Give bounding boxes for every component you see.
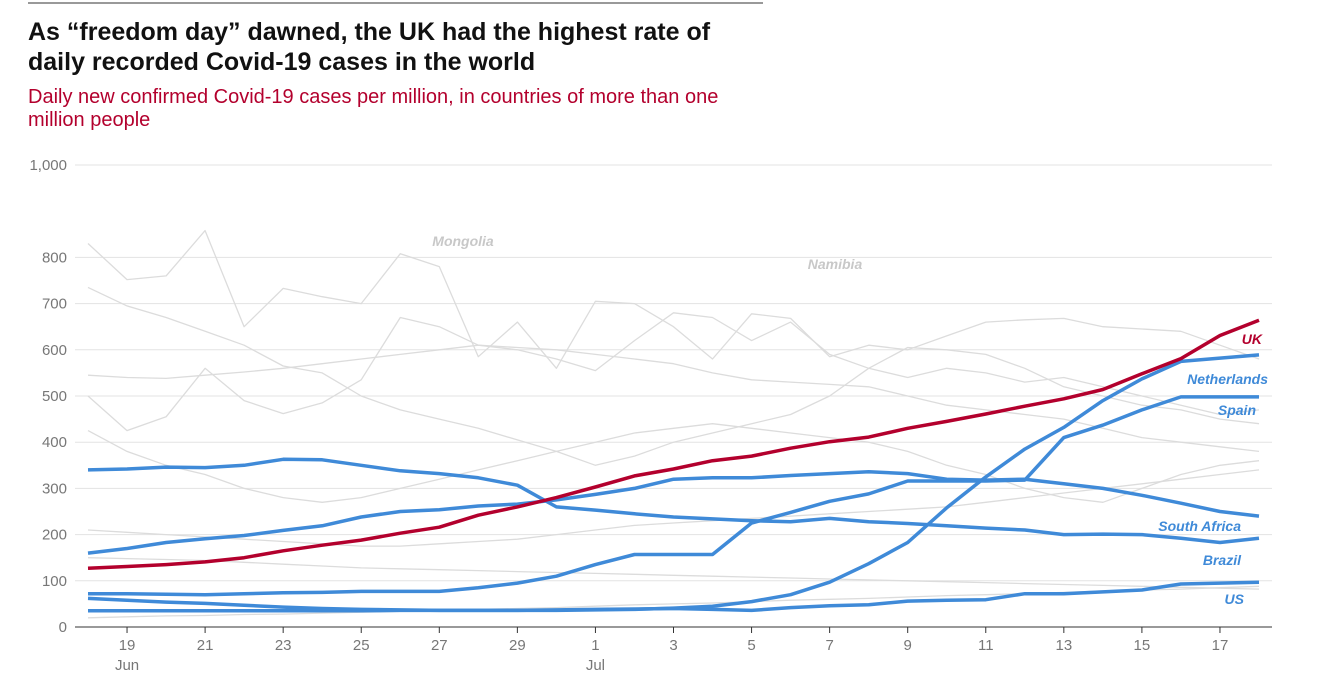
series-line <box>87 344 1260 453</box>
x-tick-label: 1 <box>591 637 599 654</box>
x-tick-label: 19 <box>119 637 136 654</box>
x-tick-label: 9 <box>904 637 912 654</box>
x-tick-label: 3 <box>669 637 677 654</box>
series-line <box>87 312 1260 432</box>
x-tick-label: 17 <box>1212 637 1229 654</box>
series-line <box>87 318 1260 571</box>
x-tick-label: 27 <box>431 637 448 654</box>
month-label: Jul <box>586 657 605 674</box>
x-tick-label: 7 <box>825 637 833 654</box>
series-label: Netherlands <box>1187 371 1268 387</box>
y-tick-label: 800 <box>42 249 67 266</box>
x-tick-label: 25 <box>353 637 370 654</box>
series-line <box>87 457 1260 545</box>
x-tick-label: 15 <box>1134 637 1151 654</box>
series-line <box>87 423 1260 503</box>
y-tick-label: 1,000 <box>29 157 67 174</box>
chart-subtitle-line: million people <box>28 109 150 131</box>
series-line <box>87 469 1260 547</box>
chart-subtitle: Daily new confirmed Covid-19 cases per m… <box>28 86 718 131</box>
series-label: US <box>1225 591 1245 607</box>
series-label: South Africa <box>1158 518 1241 534</box>
x-tick-label: 11 <box>978 637 994 654</box>
series-line <box>87 557 1260 590</box>
x-tick-label: 29 <box>509 637 526 654</box>
chart-title-line: daily recorded Covid-19 cases in the wor… <box>28 48 535 76</box>
month-label: Jun <box>115 657 139 674</box>
y-tick-label: 100 <box>42 573 67 590</box>
series-label: Spain <box>1218 402 1256 418</box>
y-tick-label: 500 <box>42 388 67 405</box>
series-label: Mongolia <box>432 233 494 249</box>
series-label: Namibia <box>808 256 863 272</box>
series-line <box>87 585 1260 619</box>
x-tick-label: 5 <box>747 637 755 654</box>
series-line <box>87 286 1260 466</box>
series-label: Brazil <box>1203 552 1242 568</box>
chart-title: As “freedom day” dawned, the UK had the … <box>28 18 711 76</box>
series-label: UK <box>1242 331 1263 347</box>
x-tick-label: 13 <box>1055 637 1072 654</box>
y-tick-label: 200 <box>42 527 67 544</box>
series-line <box>87 470 1260 555</box>
y-tick-label: 700 <box>42 296 67 313</box>
x-tick-label: 23 <box>275 637 292 654</box>
y-tick-label: 600 <box>42 342 67 359</box>
series-line <box>87 229 1260 369</box>
y-tick-label: 0 <box>59 619 67 636</box>
series-line <box>88 580 1260 613</box>
series-line <box>88 395 1259 597</box>
y-tick-label: 300 <box>42 480 67 497</box>
chart-subtitle-line: Daily new confirmed Covid-19 cases per m… <box>28 86 718 108</box>
x-tick-label: 21 <box>197 637 214 654</box>
y-tick-label: 400 <box>42 434 67 451</box>
chart-title-line: As “freedom day” dawned, the UK had the … <box>28 18 711 46</box>
